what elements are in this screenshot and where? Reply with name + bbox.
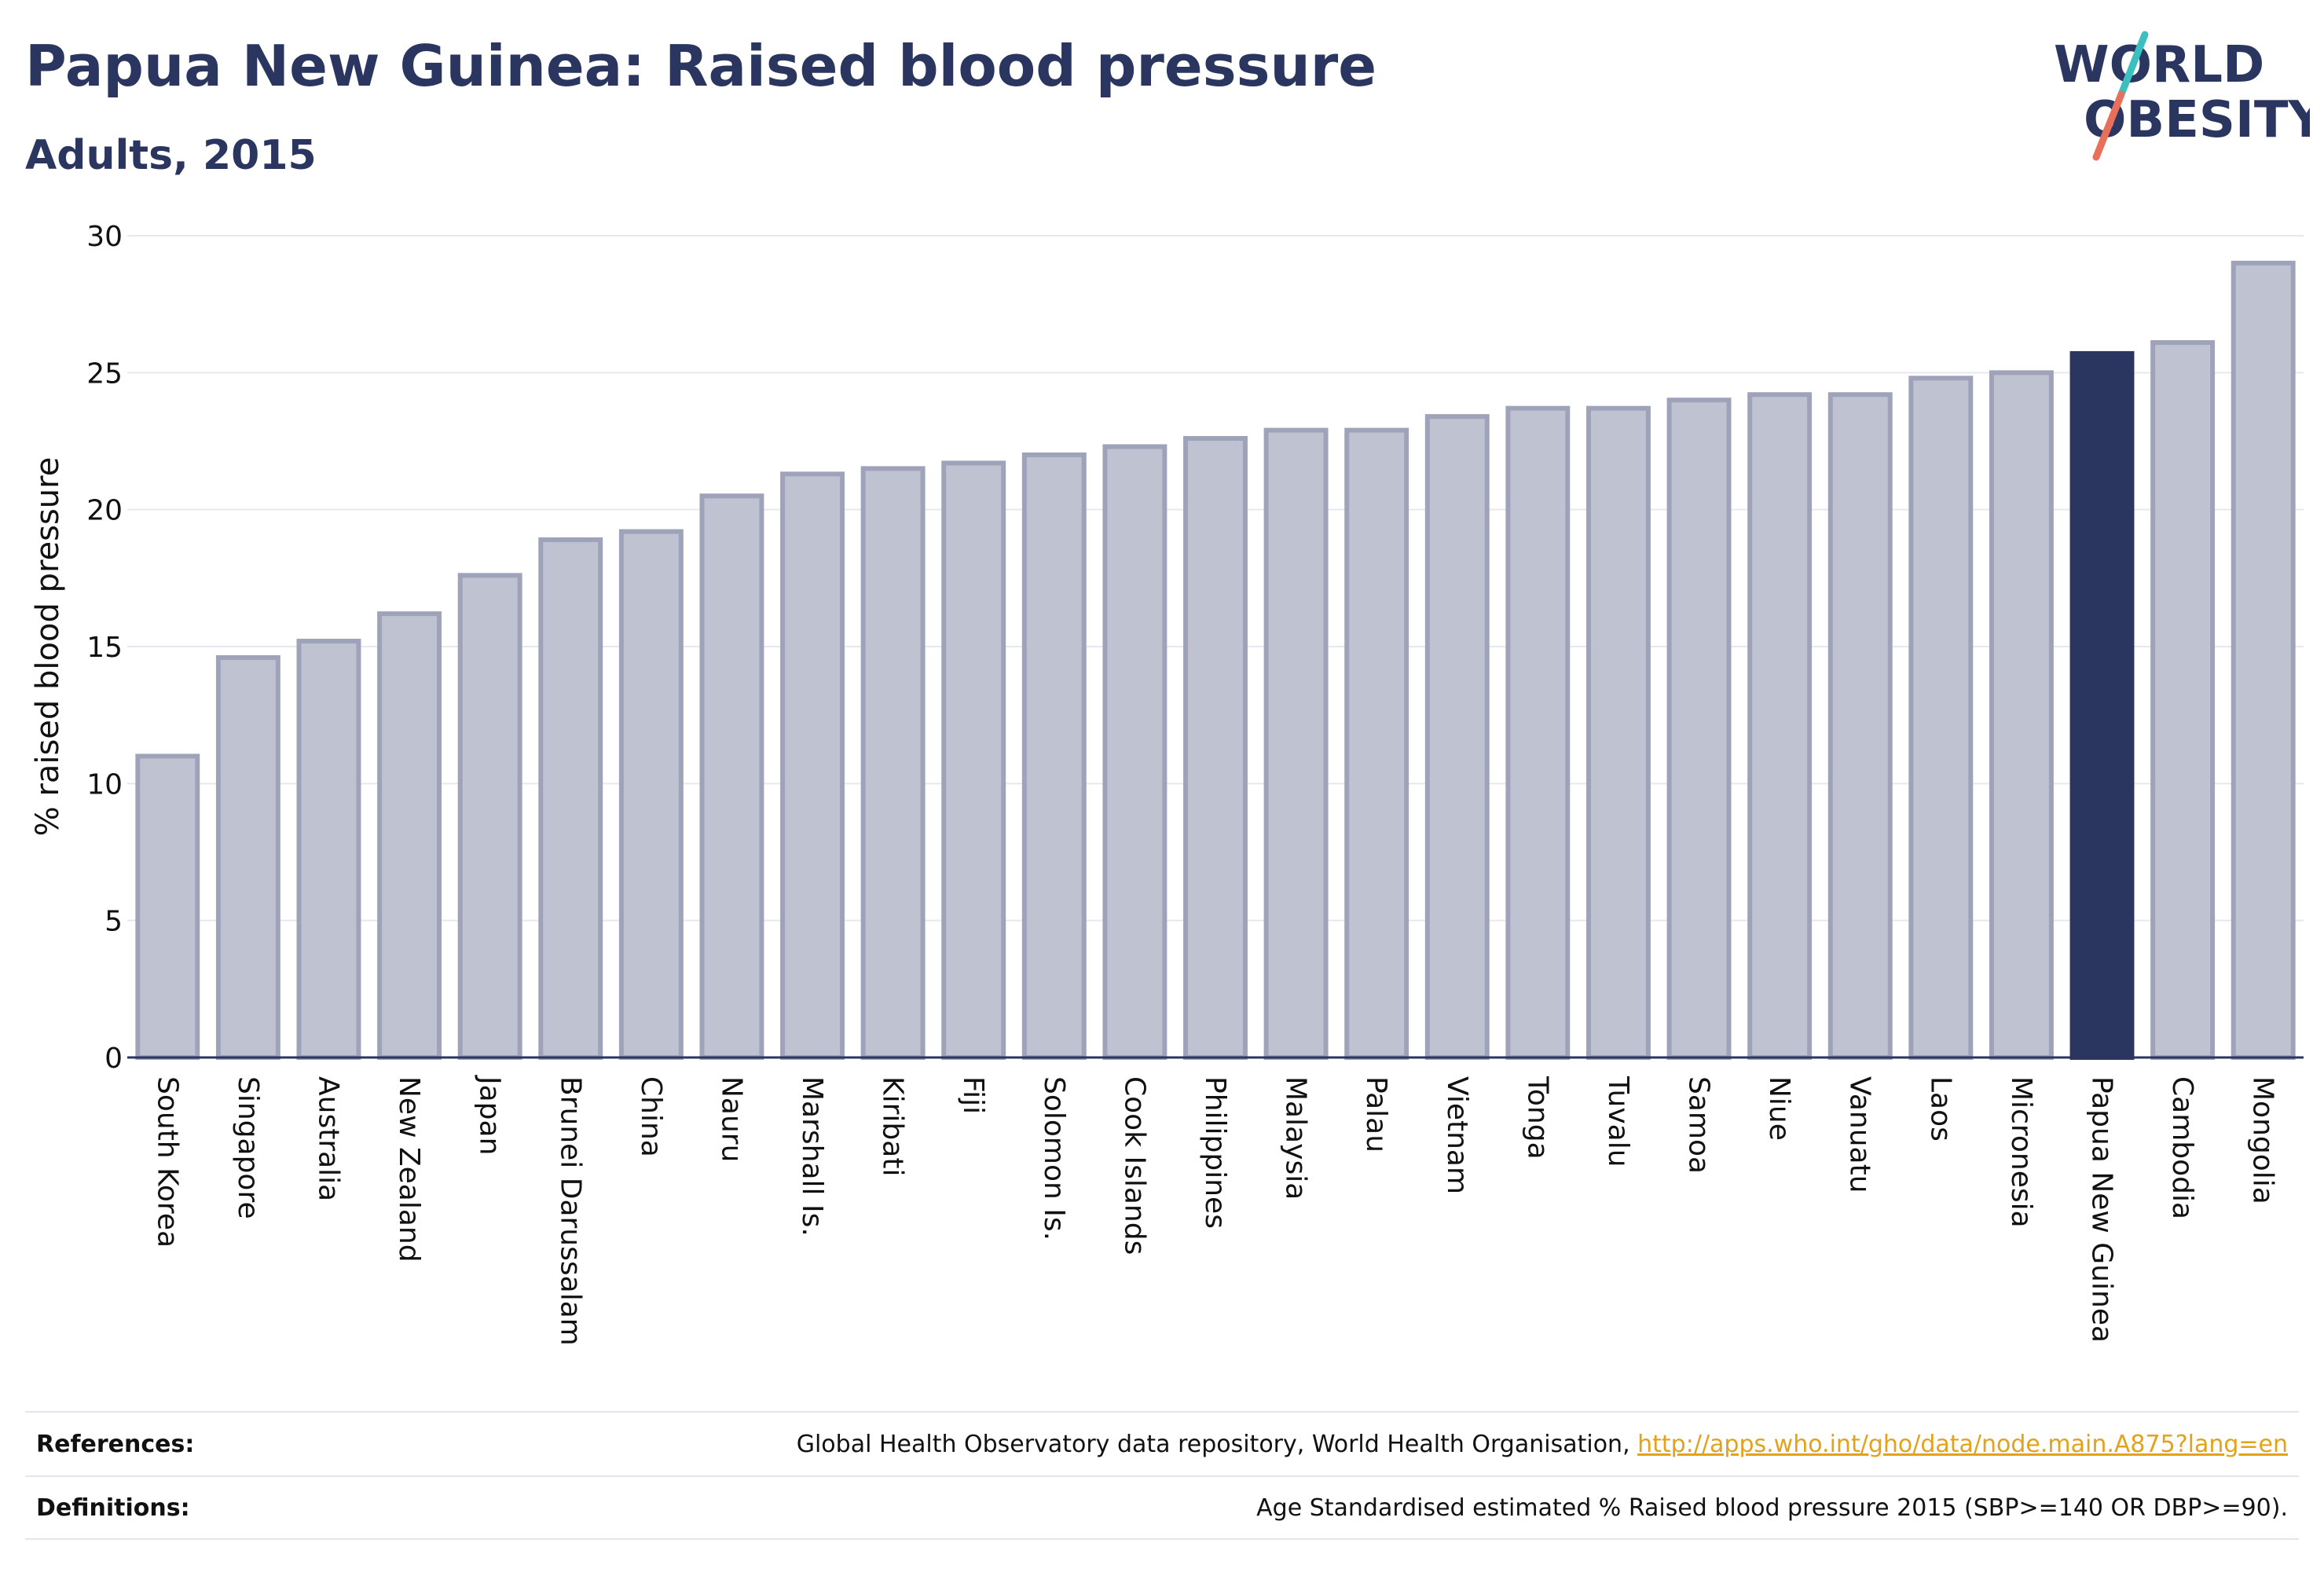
page-title: Papua New Guinea: Raised blood pressure [25, 33, 1377, 99]
y-axis-title: % raised blood pressure [30, 457, 66, 837]
x-tick-label: Philippines [1199, 1076, 1231, 1229]
bar-vietnam [1424, 414, 1490, 1060]
bar-australia [296, 639, 361, 1060]
page-subtitle: Adults, 2015 [25, 132, 317, 179]
bar-kiribati [860, 466, 926, 1060]
x-tick-label: Japan [474, 1075, 506, 1155]
x-tick-label: Australia [312, 1076, 344, 1201]
bar-palau [1344, 427, 1409, 1060]
x-tick-label: Tuvalu [1602, 1076, 1634, 1167]
bar-new-zealand [377, 611, 442, 1060]
references-value: Global Health Observatory data repositor… [797, 1431, 2288, 1458]
bars [135, 260, 2296, 1061]
x-tick-label: Kiribati [877, 1076, 909, 1176]
y-tick-label: 10 [86, 768, 123, 801]
bar-china [618, 529, 684, 1060]
x-tick-label: Cambodia [2166, 1076, 2198, 1219]
bar-chart: 0 5 10 15 20 25 30 South Korea Singapore Australi… [30, 221, 2304, 1346]
bar-laos [1908, 376, 1974, 1061]
x-tick-label: Niue [1763, 1076, 1795, 1141]
bar-solomon-is [1021, 452, 1087, 1060]
bar-fiji [941, 460, 1006, 1060]
definitions-row: Definitions: Age Standardised estimated … [25, 1475, 2299, 1540]
x-tick-label: Mongolia [2247, 1076, 2279, 1204]
bar-malaysia [1263, 427, 1329, 1060]
bar-papua-new-guinea [2069, 350, 2135, 1060]
world-obesity-logo: WORLD OBESITY [2054, 31, 2310, 161]
references-link[interactable]: http://apps.who.int/gho/data/node.main.A… [1637, 1430, 2288, 1458]
x-tick-label: Papua New Guinea [2086, 1076, 2118, 1343]
x-tick-label: Singapore [232, 1076, 264, 1219]
y-tick-label: 20 [86, 495, 123, 527]
bar-marshall-is [780, 471, 845, 1060]
x-tick-label: New Zealand [393, 1076, 425, 1263]
x-tick-label: Vietnam [1441, 1076, 1473, 1194]
y-tick-label: 5 [104, 906, 123, 938]
bar-brunei-darussalam [538, 537, 603, 1060]
x-tick-label: China [635, 1076, 667, 1157]
x-tick-label: South Korea [151, 1076, 183, 1248]
bar-samoa [1666, 398, 1732, 1060]
y-tick-label: 30 [86, 221, 123, 253]
bar-micronesia [1989, 370, 2054, 1061]
bar-singapore [215, 654, 280, 1060]
x-tick-label: Palau [1360, 1076, 1392, 1153]
bar-cook-islands [1102, 444, 1167, 1060]
y-tick-label: 15 [86, 632, 123, 664]
x-tick-label: Cook Islands [1118, 1076, 1150, 1255]
references-text: Global Health Observatory data repositor… [796, 1430, 1638, 1458]
x-tick-label: Tonga [1521, 1076, 1553, 1160]
x-tick-label: Brunei Darussalam [554, 1076, 586, 1346]
bar-tuvalu [1586, 405, 1651, 1060]
axes: 0 5 10 15 20 25 30 South Korea Singapore Australi… [86, 221, 2304, 1346]
definitions-label: Definitions: [36, 1494, 190, 1522]
x-tick-label: Micronesia [2005, 1076, 2037, 1228]
x-tick-label: Malaysia [1280, 1076, 1312, 1200]
x-tick-label: Vanuatu [1844, 1076, 1876, 1193]
bar-cambodia [2150, 339, 2216, 1061]
x-tick-label: Samoa [1683, 1076, 1715, 1174]
bar-nauru [699, 493, 764, 1060]
x-tick-label: Solomon Is. [1038, 1076, 1070, 1241]
bar-mongolia [2231, 260, 2296, 1061]
bar-south-korea [135, 753, 200, 1060]
x-tick-label: Nauru [715, 1076, 747, 1162]
x-tick-label: Marshall Is. [796, 1076, 828, 1237]
x-tick-label: Laos [1924, 1076, 1956, 1142]
references-label: References: [36, 1430, 195, 1458]
bar-vanuatu [1827, 392, 1893, 1060]
bar-niue [1747, 392, 1813, 1060]
bar-philippines [1183, 436, 1248, 1060]
bar-japan [457, 573, 522, 1060]
y-tick-label: 25 [86, 357, 123, 390]
x-tick-label: Fiji [957, 1076, 989, 1114]
y-tick-label: 0 [104, 1043, 123, 1075]
references-row: References: Global Health Observatory da… [25, 1411, 2299, 1475]
definitions-text: Age Standardised estimated % Raised bloo… [1256, 1494, 2288, 1522]
bar-tonga [1505, 405, 1571, 1060]
logo-line1: WORLD [2054, 36, 2264, 94]
